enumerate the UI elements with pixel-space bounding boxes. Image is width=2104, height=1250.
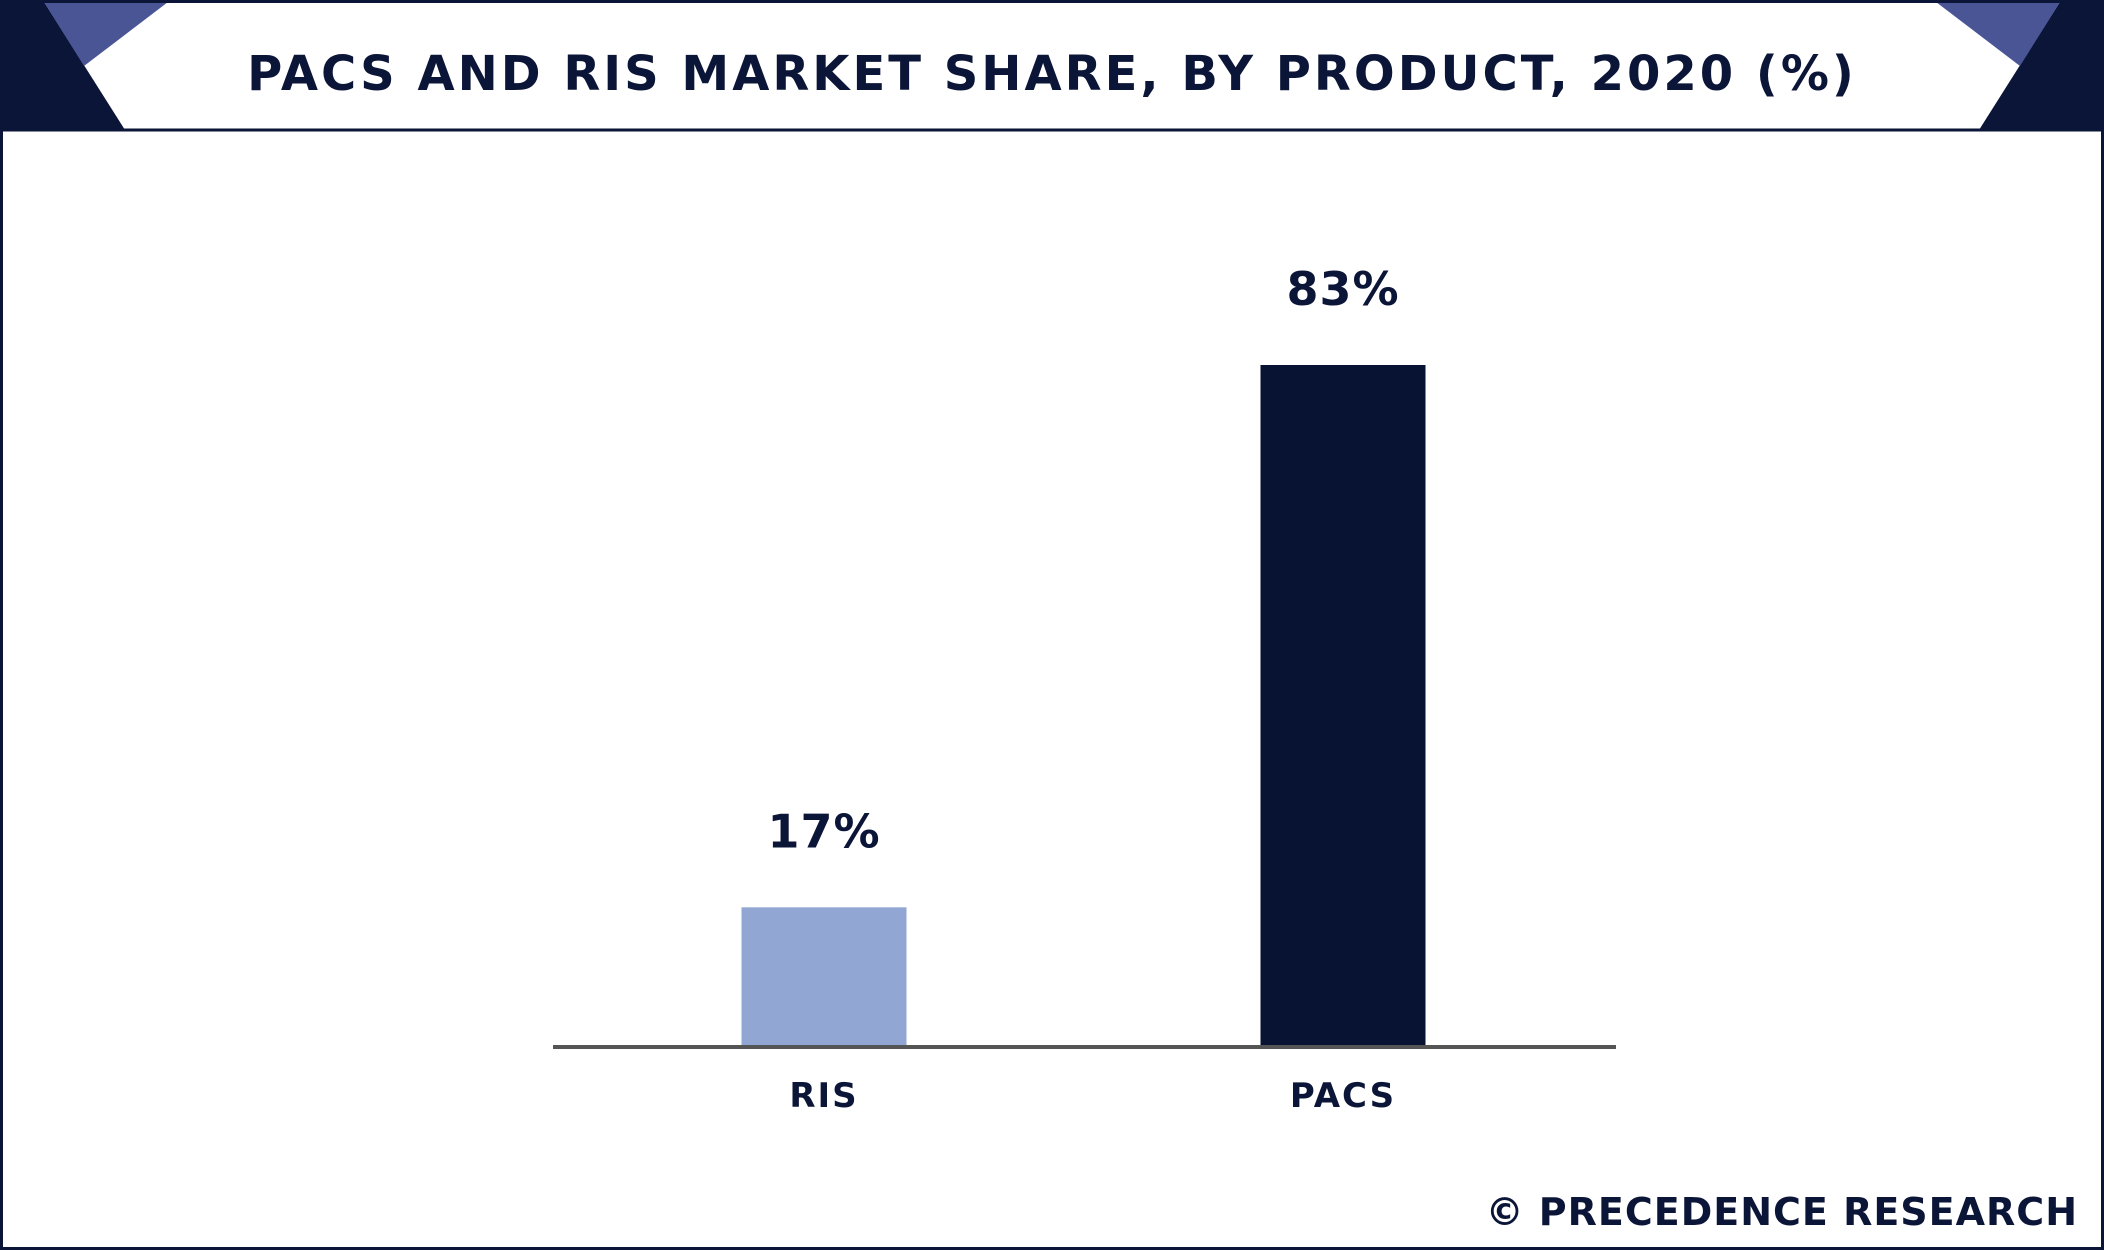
bar-ris [741, 907, 907, 1047]
value-label-pacs: 83% [1286, 262, 1399, 316]
chart-title: PACS AND RIS MARKET SHARE, BY PRODUCT, 2… [247, 46, 1857, 102]
category-label-ris: RIS [789, 1076, 858, 1116]
category-labels-group: RIS PACS [789, 1076, 1396, 1116]
header-decoration [2, 2, 2102, 132]
value-labels-group: 17% 83% [767, 262, 1399, 858]
brand-credit: © PRECEDENCE RESEARCH [1486, 1190, 2078, 1234]
bars-group [741, 365, 1426, 1047]
value-label-ris: 17% [767, 804, 880, 858]
header-left-corner-dark [2, 2, 125, 130]
category-label-pacs: PACS [1290, 1076, 1396, 1116]
header-left-corner-accent [44, 2, 168, 66]
header-right-corner-dark [1979, 2, 2102, 130]
header-right-corner-accent [1936, 2, 2060, 66]
bar-pacs [1260, 365, 1426, 1047]
